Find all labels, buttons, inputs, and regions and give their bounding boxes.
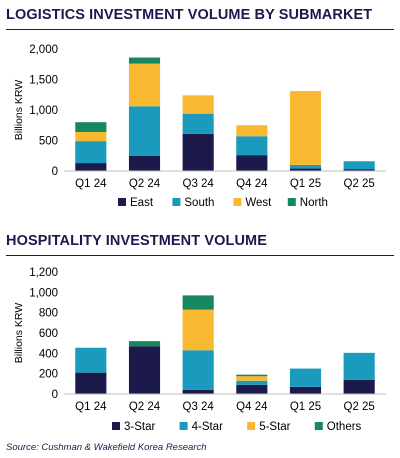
chart2-title-rule [6,255,394,256]
chart1-ytick-label: 0 [52,166,58,178]
chart1-bar-south-0 [75,141,107,164]
chart1-bar-west-3 [236,125,268,137]
chart1-bar-west-1 [128,63,161,107]
chart2-bar-4-star-3 [236,380,268,385]
chart2-bar-5-star-2 [182,309,214,351]
hospitality-chart: 0 200 400 600 800 1,000 1,200 Billions KRW Q1 24… [13,267,386,433]
chart2-y-axis-label: Billions KRW [13,303,25,364]
chart1-ytick-label: 500 [39,136,58,148]
chart2-ytick-label: 200 [39,369,58,381]
chart1-legend-label: South [184,197,214,209]
chart2-ytick-label: 1,200 [29,267,58,279]
chart1-bar-east-3 [236,155,268,171]
chart1-legend-label: West [245,197,272,209]
chart1-bar-east-0 [75,163,107,171]
chart1-title: LOGISTICS INVESTMENT VOLUME BY SUBMARKET [6,7,373,23]
chart1-legend-swatch [233,198,242,206]
chart1-bar-east-5 [343,169,375,171]
chart2-legend-label: 3-Star [124,421,155,433]
chart2-legend-swatch [247,422,256,430]
chart2-bar-others-3 [236,374,268,377]
chart1-bar-south-2 [182,113,214,134]
logistics-chart: 0 500 1,000 1,500 2,000 Billions KRW Q1 24 Q2 2… [13,44,386,209]
chart2-bar-3-star-5 [343,379,375,394]
chart1-title-rule [6,29,394,30]
chart1-bar-west-2 [182,95,214,114]
chart1-xtick-label: Q3 24 [183,178,215,190]
chart2-ytick-label: 0 [52,389,58,401]
chart1-bar-north-0 [75,122,107,132]
chart2-bar-others-1 [128,341,161,347]
chart2-xtick-label: Q1 25 [290,401,321,413]
chart2-bar-3-star-3 [236,384,268,394]
chart2-title: HOSPITALITY INVESTMENT VOLUME [6,233,267,249]
chart1-bar-south-1 [128,106,161,156]
chart1-bar-east-2 [182,133,214,171]
chart2-bar-4-star-4 [289,368,322,387]
chart2-legend-swatch [179,422,188,430]
chart1-legend-swatch [118,198,126,206]
chart2-bar-others-2 [182,295,214,310]
chart1-ytick-label: 2,000 [29,44,58,56]
chart2-xtick-label: Q1 24 [75,401,107,413]
chart1-xtick-label: Q4 24 [236,178,268,190]
chart2-legend-label: 5-Star [259,421,290,433]
chart1-bar-west-4 [289,91,322,165]
chart1-bar-east-1 [128,155,161,171]
chart1-bar-west-0 [75,131,107,142]
chart2-ytick-label: 600 [39,328,58,340]
chart2-ytick-label: 800 [39,308,58,320]
chart2-ytick-label: 1,000 [29,287,58,299]
chart1-legend-label: North [300,197,328,209]
chart1-bar-north-1 [128,57,161,64]
chart2-xtick-label: Q4 24 [236,401,268,413]
chart2-bar-3-star-4 [289,386,322,394]
chart1-bar-east-4 [289,168,322,171]
chart1-ytick-label: 1,000 [29,105,58,117]
chart2-bar-5-star-3 [236,376,268,381]
chart2-xtick-label: Q2 24 [129,401,161,413]
chart2-ytick-label: 400 [39,348,58,360]
chart2-bar-3-star-0 [75,372,107,394]
chart2-legend-label: Others [327,421,362,433]
chart2-legend-swatch [112,422,120,430]
chart1-legend-swatch [287,198,296,206]
source-note: Source: Cushman & Wakefield Korea Resear… [6,442,207,453]
chart2-bar-3-star-1 [128,346,161,394]
chart1-ytick-label: 1,500 [29,75,58,87]
chart1-xtick-label: Q2 24 [129,178,161,190]
chart1-bar-south-4 [289,164,322,169]
chart1-legend-label: East [130,197,154,209]
chart2-bar-4-star-5 [343,352,375,380]
chart2-bar-3-star-2 [182,389,214,394]
chart2-legend-label: 4-Star [192,421,223,433]
chart1-xtick-label: Q2 25 [344,178,375,190]
chart1-xtick-label: Q1 24 [75,178,107,190]
chart2-bar-4-star-0 [75,347,107,373]
chart1-bar-south-3 [236,136,268,156]
chart2-xtick-label: Q3 24 [183,401,215,413]
chart2-bar-4-star-2 [182,350,214,390]
chart1-bar-south-5 [343,161,375,170]
chart2-legend-swatch [314,422,323,430]
chart1-xtick-label: Q1 25 [290,178,321,190]
chart1-legend-swatch [172,198,181,206]
chart2-xtick-label: Q2 25 [344,401,375,413]
chart1-y-axis-label: Billions KRW [13,80,25,141]
